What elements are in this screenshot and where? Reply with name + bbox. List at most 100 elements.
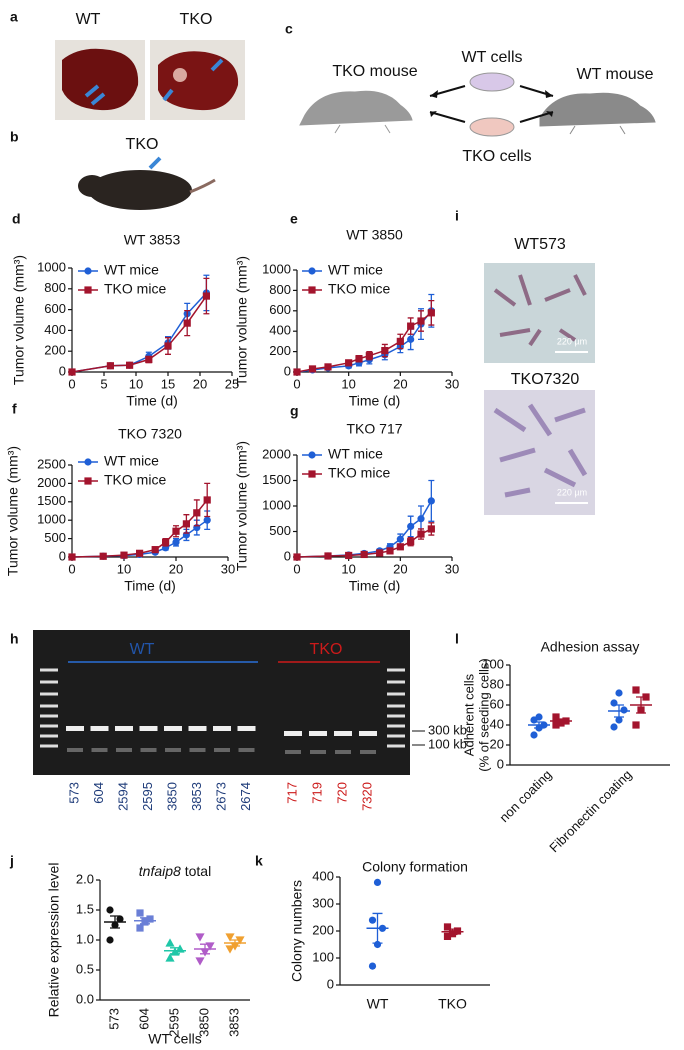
x-tick-label: 2595 bbox=[166, 1008, 181, 1037]
data-point bbox=[136, 924, 144, 932]
legend-marker bbox=[84, 458, 92, 466]
x-axis-label: Time (d) bbox=[349, 578, 401, 594]
group-label: WT bbox=[130, 641, 155, 658]
legend-marker bbox=[308, 451, 316, 459]
gel-band bbox=[213, 726, 231, 731]
gel-band bbox=[139, 726, 158, 731]
y-tick-label: 20 bbox=[490, 736, 504, 751]
y-axis-label: Adherent cells bbox=[461, 673, 476, 756]
y-tick-label: 0 bbox=[497, 756, 504, 771]
legend-marker bbox=[84, 267, 92, 275]
data-point bbox=[106, 362, 114, 370]
legend-marker bbox=[308, 470, 316, 478]
y-tick-label: 1.0 bbox=[76, 931, 94, 946]
x-tick-label: 3853 bbox=[226, 1008, 241, 1037]
data-point bbox=[620, 706, 628, 714]
mouse-photo bbox=[88, 170, 192, 210]
chart-title: Adhesion assay bbox=[541, 639, 640, 655]
y-axis-label: Tumor volume (mm³) bbox=[11, 255, 27, 385]
data-point bbox=[99, 552, 107, 560]
arrow bbox=[429, 85, 554, 123]
legend-label: TKO mice bbox=[104, 281, 166, 297]
y-tick-label: 1000 bbox=[262, 261, 291, 276]
x-tick-label: 20 bbox=[393, 561, 407, 576]
y-tick-label: 40 bbox=[490, 716, 504, 731]
data-point bbox=[443, 932, 452, 940]
data-point bbox=[373, 878, 382, 887]
x-tick-label: 30 bbox=[221, 561, 235, 576]
series-line bbox=[71, 499, 208, 558]
data-point bbox=[552, 721, 560, 729]
data-point bbox=[68, 553, 76, 561]
gel-band-faint bbox=[116, 748, 132, 752]
y-tick-label: 0.5 bbox=[76, 961, 94, 976]
data-point bbox=[368, 962, 377, 970]
data-point bbox=[225, 933, 235, 942]
data-point bbox=[235, 936, 245, 945]
photo-label: WT bbox=[76, 11, 101, 28]
x-tick-label: 3850 bbox=[196, 1008, 211, 1037]
data-point bbox=[164, 342, 172, 350]
scale-label: 220 µm bbox=[557, 487, 587, 497]
data-point bbox=[417, 317, 425, 325]
gel-band bbox=[164, 726, 182, 731]
data-point bbox=[345, 359, 353, 367]
y-tick-label: 0 bbox=[284, 363, 291, 378]
data-point bbox=[557, 719, 565, 727]
x-tick-label: 0 bbox=[293, 561, 300, 576]
data-point bbox=[151, 546, 159, 554]
data-point bbox=[368, 916, 377, 924]
legend-label: TKO mice bbox=[328, 465, 390, 481]
gel bbox=[33, 630, 410, 775]
size-marker: 100 kb bbox=[428, 736, 467, 751]
data-point bbox=[172, 538, 180, 546]
y-tick-label: 600 bbox=[269, 302, 291, 317]
legend-marker bbox=[308, 267, 316, 275]
data-point bbox=[230, 942, 240, 951]
data-point bbox=[396, 337, 404, 345]
y-axis-label: Tumor volume (mm³) bbox=[5, 446, 21, 576]
data-point bbox=[427, 309, 435, 317]
panel-letter: i bbox=[455, 208, 459, 224]
data-point bbox=[293, 553, 301, 561]
data-point bbox=[111, 921, 119, 929]
y-axis-label: (% of seeding cells) bbox=[476, 658, 491, 771]
data-point bbox=[162, 538, 170, 546]
x-tick-label: 0 bbox=[68, 561, 75, 576]
data-point bbox=[193, 509, 201, 517]
data-point bbox=[195, 933, 205, 942]
cells bbox=[493, 274, 587, 347]
data-point bbox=[200, 948, 210, 957]
y-tick-label: 0 bbox=[59, 548, 66, 563]
data-point bbox=[615, 689, 623, 697]
x-tick-label: TKO bbox=[438, 996, 467, 1012]
gel-band-faint bbox=[238, 748, 255, 752]
x-axis-label: Time (d) bbox=[124, 578, 176, 594]
data-point bbox=[345, 551, 353, 560]
data-point bbox=[195, 957, 205, 966]
y-tick-label: 1000 bbox=[37, 512, 66, 527]
ladder bbox=[40, 668, 405, 748]
data-point bbox=[146, 915, 154, 923]
data-point bbox=[407, 538, 415, 546]
gel-band bbox=[115, 726, 133, 731]
gel-band-faint bbox=[285, 750, 301, 754]
y-tick-label: 2000 bbox=[262, 446, 291, 461]
lane-label: 2673 bbox=[213, 782, 228, 811]
panel-letter: k bbox=[255, 853, 263, 869]
y-tick-label: 60 bbox=[490, 696, 504, 711]
y-tick-label: 0 bbox=[327, 976, 334, 991]
gel-band-faint bbox=[310, 750, 326, 754]
y-tick-label: 0.0 bbox=[76, 991, 94, 1006]
data-point bbox=[396, 535, 404, 543]
y-axis-label: Colony numbers bbox=[289, 880, 305, 982]
data-point bbox=[106, 936, 114, 944]
size-marker: 300 kb bbox=[428, 722, 467, 737]
arrow bbox=[148, 156, 162, 170]
y-tick-label: 100 bbox=[482, 656, 504, 671]
y-tick-label: 0 bbox=[284, 548, 291, 563]
x-tick-label: 5 bbox=[100, 376, 107, 391]
y-tick-label: 800 bbox=[44, 280, 66, 295]
data-point bbox=[407, 335, 415, 343]
photo-label: TKO bbox=[180, 11, 213, 28]
